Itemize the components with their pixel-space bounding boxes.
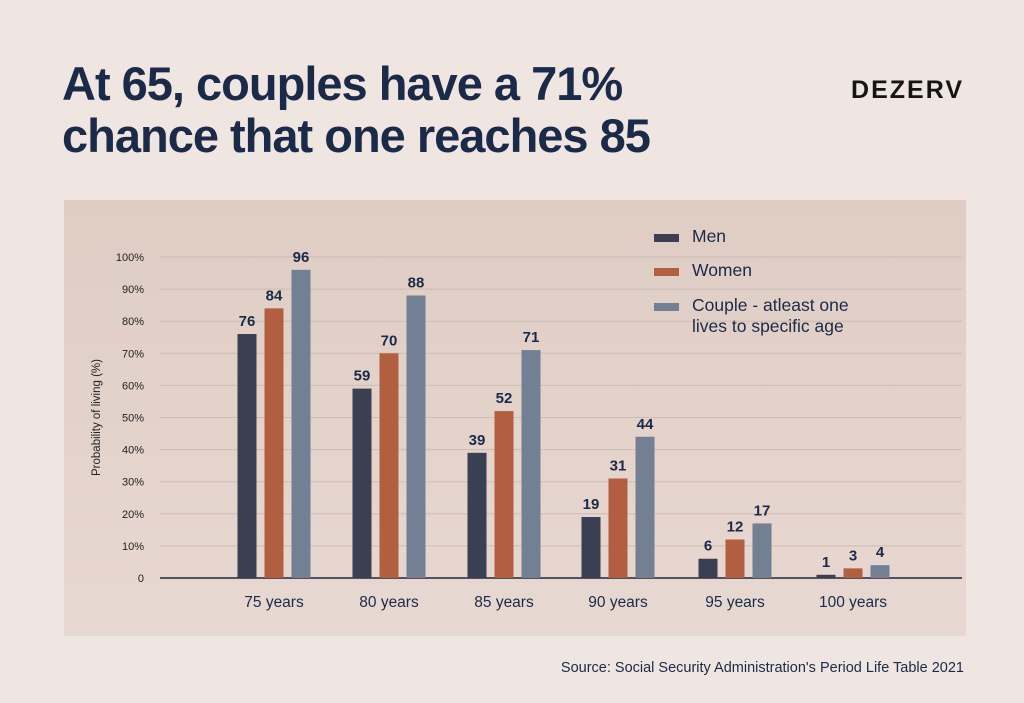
bar bbox=[467, 452, 487, 578]
data-label: 71 bbox=[523, 329, 540, 346]
brand-logo: DEZERV bbox=[851, 76, 964, 104]
bar bbox=[521, 350, 541, 578]
data-label: 88 bbox=[408, 275, 425, 292]
y-tick-label: 60% bbox=[122, 380, 144, 392]
y-tick-label: 40% bbox=[122, 445, 144, 457]
bar bbox=[635, 436, 655, 578]
y-tick-label: 0 bbox=[138, 573, 144, 585]
bar bbox=[379, 353, 399, 578]
bar bbox=[843, 568, 863, 578]
y-tick-label: 70% bbox=[122, 348, 144, 360]
legend-swatch bbox=[654, 268, 679, 276]
bar bbox=[264, 308, 284, 578]
legend-label: Women bbox=[692, 260, 752, 280]
data-label: 17 bbox=[754, 502, 771, 519]
chart-panel: 0 10% 20% 30% 40% 50% 60% 70% 80% 90% 100% Probabil… bbox=[64, 200, 966, 636]
bar bbox=[698, 558, 718, 578]
y-tick-label: 90% bbox=[122, 284, 144, 296]
x-tick-label: 100 years bbox=[819, 594, 887, 611]
bar bbox=[291, 269, 311, 578]
bar bbox=[237, 334, 257, 578]
legend-swatch bbox=[654, 234, 679, 242]
data-label: 3 bbox=[849, 547, 857, 564]
bar bbox=[352, 388, 372, 578]
title-line-1: At 65, couples have a 71% bbox=[62, 57, 623, 110]
legend-label: Men bbox=[692, 226, 726, 246]
x-tick-label: 90 years bbox=[588, 594, 648, 611]
data-label: 31 bbox=[610, 457, 627, 474]
x-tick-label: 75 years bbox=[244, 594, 304, 611]
bar bbox=[494, 411, 514, 578]
data-label: 12 bbox=[727, 518, 744, 535]
y-tick-label: 20% bbox=[122, 509, 144, 521]
chart-title: At 65, couples have a 71% chance that on… bbox=[62, 57, 651, 162]
data-label: 84 bbox=[266, 287, 283, 304]
data-label: 39 bbox=[469, 432, 486, 449]
bar bbox=[752, 523, 772, 578]
y-tick-label: 80% bbox=[122, 316, 144, 328]
data-label: 52 bbox=[496, 390, 513, 407]
x-tick-label: 95 years bbox=[705, 594, 765, 611]
data-label: 44 bbox=[637, 416, 654, 433]
data-label: 4 bbox=[876, 544, 885, 561]
bar bbox=[608, 478, 628, 578]
data-label: 59 bbox=[354, 368, 371, 385]
x-tick-label: 80 years bbox=[359, 594, 419, 611]
data-label: 19 bbox=[583, 496, 600, 513]
legend-label: lives to specific age bbox=[692, 316, 844, 336]
source-note: Source: Social Security Administration's… bbox=[560, 660, 964, 676]
bar bbox=[816, 574, 836, 578]
data-label: 76 bbox=[239, 313, 256, 330]
bar bbox=[870, 565, 890, 578]
y-tick-label: 100% bbox=[116, 252, 144, 264]
y-tick-label: 50% bbox=[122, 413, 144, 425]
legend-label: Couple - atleast one bbox=[692, 295, 849, 315]
legend-swatch bbox=[654, 303, 679, 311]
bar-chart: 0 10% 20% 30% 40% 50% 60% 70% 80% 90% 100% Probabil… bbox=[91, 226, 962, 611]
data-label: 6 bbox=[704, 538, 712, 555]
y-tick-label: 10% bbox=[122, 541, 144, 553]
data-label: 1 bbox=[822, 554, 830, 571]
bar bbox=[406, 295, 426, 578]
bar bbox=[581, 517, 601, 578]
y-tick-label: 30% bbox=[122, 477, 144, 489]
title-line-2: chance that one reaches 85 bbox=[62, 109, 651, 162]
bar bbox=[725, 539, 745, 578]
data-label: 70 bbox=[381, 332, 398, 349]
x-tick-label: 85 years bbox=[474, 594, 534, 611]
data-label: 96 bbox=[293, 249, 310, 266]
y-axis-label: Probability of living (%) bbox=[91, 359, 103, 476]
